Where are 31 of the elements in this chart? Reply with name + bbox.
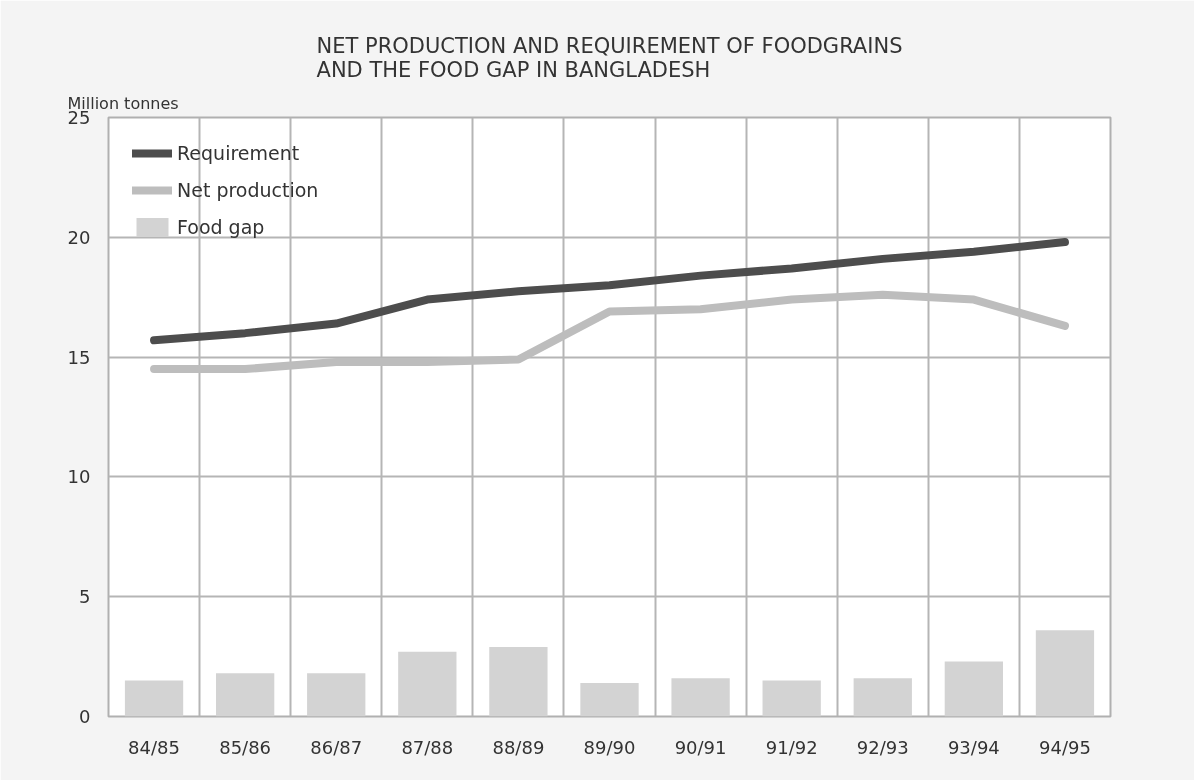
x-tick-label: 84/85 (128, 736, 180, 758)
x-tick-label: 85/86 (219, 736, 272, 758)
bar (489, 647, 548, 717)
x-tick-label: 94/95 (1039, 736, 1091, 758)
bar (398, 651, 457, 717)
bar (1035, 630, 1095, 717)
y-tick-label: 20 (67, 226, 91, 248)
chart-title: NET PRODUCTION AND REQUIREMENT OF FOODGRAINS AND THE FOOD GAP IN BANGLADESH (316, 33, 903, 82)
bar (124, 680, 184, 717)
x-tick-label: 86/87 (310, 736, 363, 758)
x-tick-label: 88/89 (492, 736, 545, 758)
legend-label: Net production (177, 179, 319, 201)
bar (762, 680, 821, 717)
y-tick-label: 10 (67, 466, 91, 488)
bar (215, 673, 275, 717)
bar (944, 661, 1004, 717)
x-tick-label: 87/88 (401, 736, 454, 758)
y-tick-label: 0 (79, 706, 91, 727)
bar (671, 678, 730, 717)
bar (853, 678, 912, 717)
legend-label: Food gap (177, 216, 265, 238)
x-tick-label: 92/93 (856, 736, 909, 758)
x-tick-label: 89/90 (583, 736, 636, 758)
y-tick-label: 15 (67, 346, 91, 368)
y-tick-label: 5 (79, 586, 91, 608)
x-tick-label: 91/92 (765, 736, 818, 758)
legend-label: Requirement (177, 142, 300, 164)
bar (580, 682, 639, 717)
x-tick-label: 90/91 (674, 736, 727, 758)
bar (307, 673, 366, 717)
x-tick-label: 93/94 (947, 736, 1000, 758)
